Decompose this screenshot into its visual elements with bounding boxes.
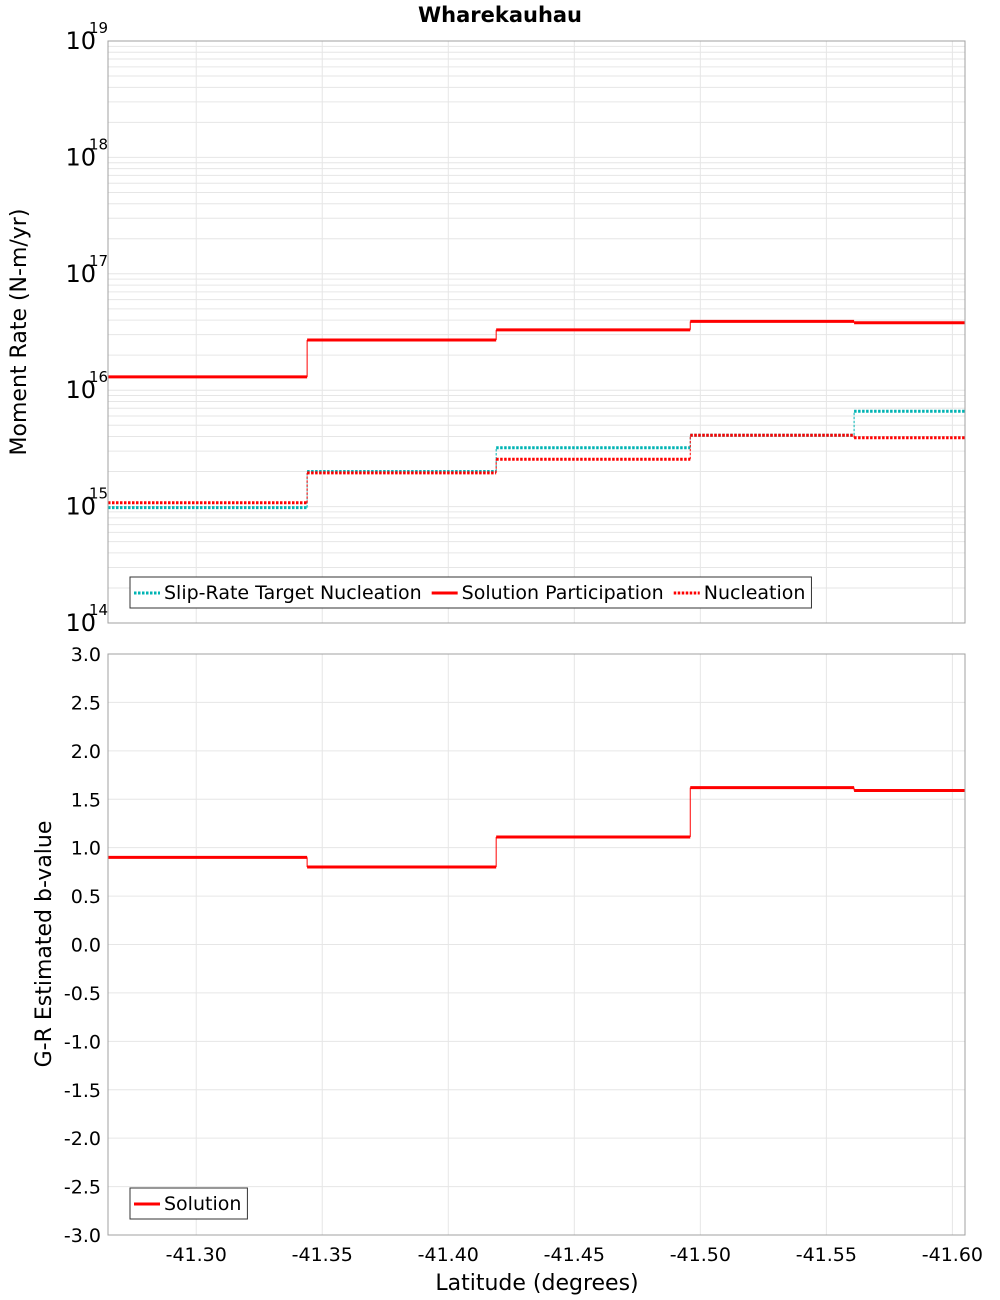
bottom-series-0 [108,786,965,869]
b-value-panel: 3.0 2.5 2.0 1.5 1.0 0.5 0.0 -0.5 -1.0 -1.5 -2.0 -2.… [32,644,983,1296]
x-tick-label: -41.60 [922,1244,983,1266]
tick-exponent: 16 [89,368,108,386]
tick-exponent: 14 [89,601,108,619]
bottom-series [108,786,965,869]
bottom-plot-frame [107,653,966,1236]
top-series-1 [108,319,965,379]
bottom-y-tick-label: -1.5 [64,1080,101,1102]
tick-base: 10 [65,376,96,404]
tick-base: 10 [65,27,96,55]
x-tick-label: -41.40 [418,1244,479,1266]
tick-exponent: 17 [89,252,108,270]
x-tick-label: -41.35 [292,1244,353,1266]
x-tick-label: -41.55 [796,1244,857,1266]
legend-label: Nucleation [704,582,806,604]
x-ticks: -41.30 -41.35 -41.40 -41.45 -41.50 -41.55 -41.… [166,1244,983,1266]
bottom-y-tick-label: 1.5 [71,789,101,811]
bottom-y-tick-label: -1.0 [64,1031,101,1053]
legend-label: Solution [164,1193,241,1215]
x-axis-label: Latitude (degrees) [435,1271,638,1296]
tick-exponent: 19 [89,19,108,37]
bottom-y-tick-label: 3.0 [71,644,101,666]
x-tick-label: -41.50 [670,1244,731,1266]
bottom-y-axis-label: G-R Estimated b-value [32,821,57,1068]
bottom-grid [108,653,965,1236]
top-grid [108,41,965,624]
bottom-y-ticks: 3.0 2.5 2.0 1.5 1.0 0.5 0.0 -0.5 -1.0 -1.5 -2.0 -2.… [64,644,101,1247]
tick-base: 10 [65,260,96,288]
legend-label: Slip-Rate Target Nucleation [164,582,422,604]
top-plot-frame [107,40,966,624]
bottom-y-tick-label: 2.5 [71,692,101,714]
tick-base: 10 [65,493,96,521]
bottom-y-tick-label: -0.5 [64,983,101,1005]
bottom-y-tick-label: 0.5 [71,886,101,908]
legend-label: Solution Participation [462,582,664,604]
bottom-y-tick-label: 0.0 [71,935,101,957]
tick-exponent: 15 [89,485,108,503]
x-tick-label: -41.45 [544,1244,605,1266]
bottom-y-tick-label: 1.0 [71,838,101,860]
bottom-y-tick-label: -3.0 [64,1225,101,1247]
tick-base: 10 [65,609,96,637]
top-y-axis-label: Moment Rate (N-m/yr) [7,209,32,456]
tick-exponent: 18 [89,135,108,153]
x-tick-label: -41.30 [166,1244,227,1266]
bottom-y-tick-label: -2.0 [64,1128,101,1150]
tick-base: 10 [65,143,96,171]
bottom-legend: Solution [129,1187,248,1220]
top-series [108,319,965,510]
top-legend: Slip-Rate Target Nucleation Solution Part… [129,576,812,609]
top-series-2 [108,433,965,505]
chart-title: Wharekauhau [418,3,582,27]
bottom-y-tick-label: 2.0 [71,741,101,763]
bottom-y-tick-label: -2.5 [64,1177,101,1199]
